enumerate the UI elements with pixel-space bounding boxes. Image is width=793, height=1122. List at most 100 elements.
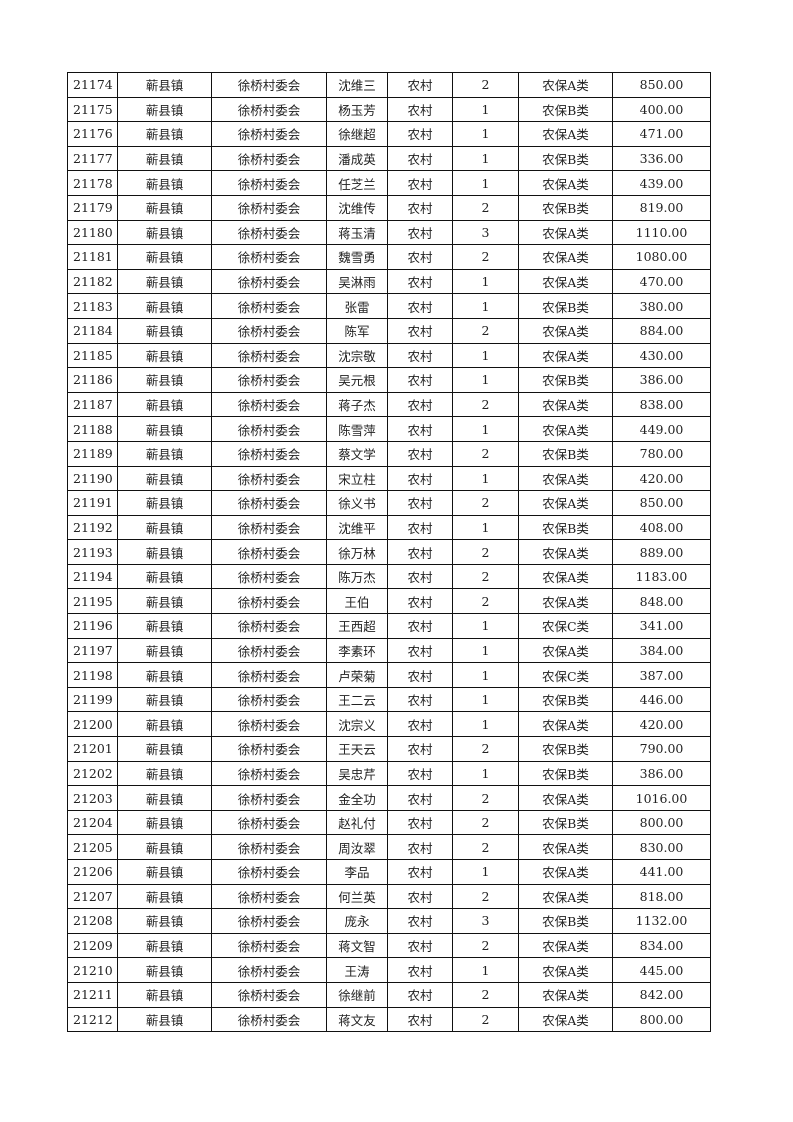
insurance-category-cell: 农保B类	[518, 367, 613, 393]
table-row: 21209 蕲县镇 徐桥村委会 蒋文智 农村 2 农保A类 834.00	[67, 932, 711, 959]
amount-cell: 441.00	[612, 859, 711, 885]
insurance-category-cell: 农保A类	[518, 1006, 613, 1033]
insurance-category-cell: 农保A类	[518, 416, 613, 442]
amount-cell: 1132.00	[612, 908, 711, 934]
person-name-cell: 任芝兰	[326, 170, 388, 196]
village-committee-cell: 徐桥村委会	[211, 219, 327, 246]
household-count-cell: 2	[452, 736, 519, 762]
village-committee-cell: 徐桥村委会	[211, 244, 327, 270]
table-row: 21204 蕲县镇 徐桥村委会 赵礼付 农村 2 农保B类 800.00	[67, 809, 711, 836]
town-cell: 蕲县镇	[117, 736, 212, 762]
village-committee-cell: 徐桥村委会	[211, 317, 327, 344]
amount-cell: 336.00	[612, 145, 711, 172]
insurance-category-cell: 农保B类	[518, 514, 613, 541]
person-name-cell: 赵礼付	[326, 809, 388, 836]
village-committee-cell: 徐桥村委会	[211, 957, 327, 983]
town-cell: 蕲县镇	[117, 785, 212, 811]
row-id-cell: 21188	[67, 416, 118, 442]
village-committee-cell: 徐桥村委会	[211, 809, 327, 836]
area-type-cell: 农村	[387, 932, 453, 959]
row-id-cell: 21199	[67, 686, 118, 713]
village-committee-cell: 徐桥村委会	[211, 711, 327, 738]
area-type-cell: 农村	[387, 170, 453, 196]
area-type-cell: 农村	[387, 588, 453, 615]
insurance-category-cell: 农保A类	[518, 490, 613, 516]
village-committee-cell: 徐桥村委会	[211, 834, 327, 860]
person-name-cell: 宋立柱	[326, 465, 388, 492]
insurance-category-cell: 农保B类	[518, 96, 613, 123]
row-id-cell: 21202	[67, 760, 118, 787]
amount-cell: 449.00	[612, 416, 711, 442]
village-committee-cell: 徐桥村委会	[211, 588, 327, 615]
row-id-cell: 21182	[67, 268, 118, 295]
insurance-category-cell: 农保A类	[518, 391, 613, 418]
village-committee-cell: 徐桥村委会	[211, 883, 327, 910]
village-committee-cell: 徐桥村委会	[211, 662, 327, 688]
row-id-cell: 21175	[67, 96, 118, 123]
household-count-cell: 1	[452, 662, 519, 688]
village-committee-cell: 徐桥村委会	[211, 170, 327, 196]
amount-cell: 884.00	[612, 317, 711, 344]
amount-cell: 439.00	[612, 170, 711, 196]
village-committee-cell: 徐桥村委会	[211, 367, 327, 393]
person-name-cell: 潘成英	[326, 145, 388, 172]
village-committee-cell: 徐桥村委会	[211, 908, 327, 934]
table-row: 21179 蕲县镇 徐桥村委会 沈维传 农村 2 农保B类 819.00	[67, 194, 711, 221]
household-count-cell: 1	[452, 268, 519, 295]
household-count-cell: 1	[452, 957, 519, 983]
area-type-cell: 农村	[387, 686, 453, 713]
town-cell: 蕲县镇	[117, 539, 212, 565]
table-row: 21193 蕲县镇 徐桥村委会 徐万林 农村 2 农保A类 889.00	[67, 539, 711, 565]
row-id-cell: 21185	[67, 342, 118, 369]
insurance-category-cell: 农保A类	[518, 637, 613, 664]
table-row: 21182 蕲县镇 徐桥村委会 吴淋雨 农村 1 农保A类 470.00	[67, 268, 711, 295]
table-row: 21184 蕲县镇 徐桥村委会 陈军 农村 2 农保A类 884.00	[67, 317, 711, 344]
table-row: 21176 蕲县镇 徐桥村委会 徐继超 农村 1 农保A类 471.00	[67, 121, 711, 147]
table-row: 21208 蕲县镇 徐桥村委会 庞永 农村 3 农保B类 1132.00	[67, 908, 711, 934]
area-type-cell: 农村	[387, 440, 453, 467]
area-type-cell: 农村	[387, 268, 453, 295]
table-row: 21194 蕲县镇 徐桥村委会 陈万杰 农村 2 农保A类 1183.00	[67, 563, 711, 590]
village-committee-cell: 徐桥村委会	[211, 932, 327, 959]
insurance-category-cell: 农保A类	[518, 711, 613, 738]
insurance-category-cell: 农保C类	[518, 662, 613, 688]
town-cell: 蕲县镇	[117, 981, 212, 1008]
person-name-cell: 徐继前	[326, 981, 388, 1008]
row-id-cell: 21200	[67, 711, 118, 738]
row-id-cell: 21195	[67, 588, 118, 615]
row-id-cell: 21211	[67, 981, 118, 1008]
table-row: 21195 蕲县镇 徐桥村委会 王伯 农村 2 农保A类 848.00	[67, 588, 711, 615]
row-id-cell: 21190	[67, 465, 118, 492]
household-count-cell: 2	[452, 563, 519, 590]
amount-cell: 341.00	[612, 613, 711, 639]
table-row: 21210 蕲县镇 徐桥村委会 王涛 农村 1 农保A类 445.00	[67, 957, 711, 983]
table-row: 21183 蕲县镇 徐桥村委会 张雷 农村 1 农保B类 380.00	[67, 293, 711, 319]
village-committee-cell: 徐桥村委会	[211, 416, 327, 442]
amount-cell: 430.00	[612, 342, 711, 369]
person-name-cell: 蒋文智	[326, 932, 388, 959]
town-cell: 蕲县镇	[117, 293, 212, 319]
table-row: 21190 蕲县镇 徐桥村委会 宋立柱 农村 1 农保A类 420.00	[67, 465, 711, 492]
town-cell: 蕲县镇	[117, 637, 212, 664]
amount-cell: 1016.00	[612, 785, 711, 811]
table-row: 21205 蕲县镇 徐桥村委会 周汝翠 农村 2 农保A类 830.00	[67, 834, 711, 860]
area-type-cell: 农村	[387, 613, 453, 639]
row-id-cell: 21183	[67, 293, 118, 319]
village-committee-cell: 徐桥村委会	[211, 760, 327, 787]
person-name-cell: 徐义书	[326, 490, 388, 516]
town-cell: 蕲县镇	[117, 760, 212, 787]
person-name-cell: 杨玉芳	[326, 96, 388, 123]
area-type-cell: 农村	[387, 96, 453, 123]
area-type-cell: 农村	[387, 219, 453, 246]
row-id-cell: 21197	[67, 637, 118, 664]
household-count-cell: 1	[452, 293, 519, 319]
insurance-category-cell: 农保B类	[518, 194, 613, 221]
town-cell: 蕲县镇	[117, 711, 212, 738]
area-type-cell: 农村	[387, 72, 453, 98]
person-name-cell: 李品	[326, 859, 388, 885]
person-name-cell: 蒋玉清	[326, 219, 388, 246]
household-count-cell: 2	[452, 317, 519, 344]
insurance-category-cell: 农保C类	[518, 613, 613, 639]
area-type-cell: 农村	[387, 539, 453, 565]
household-count-cell: 2	[452, 883, 519, 910]
